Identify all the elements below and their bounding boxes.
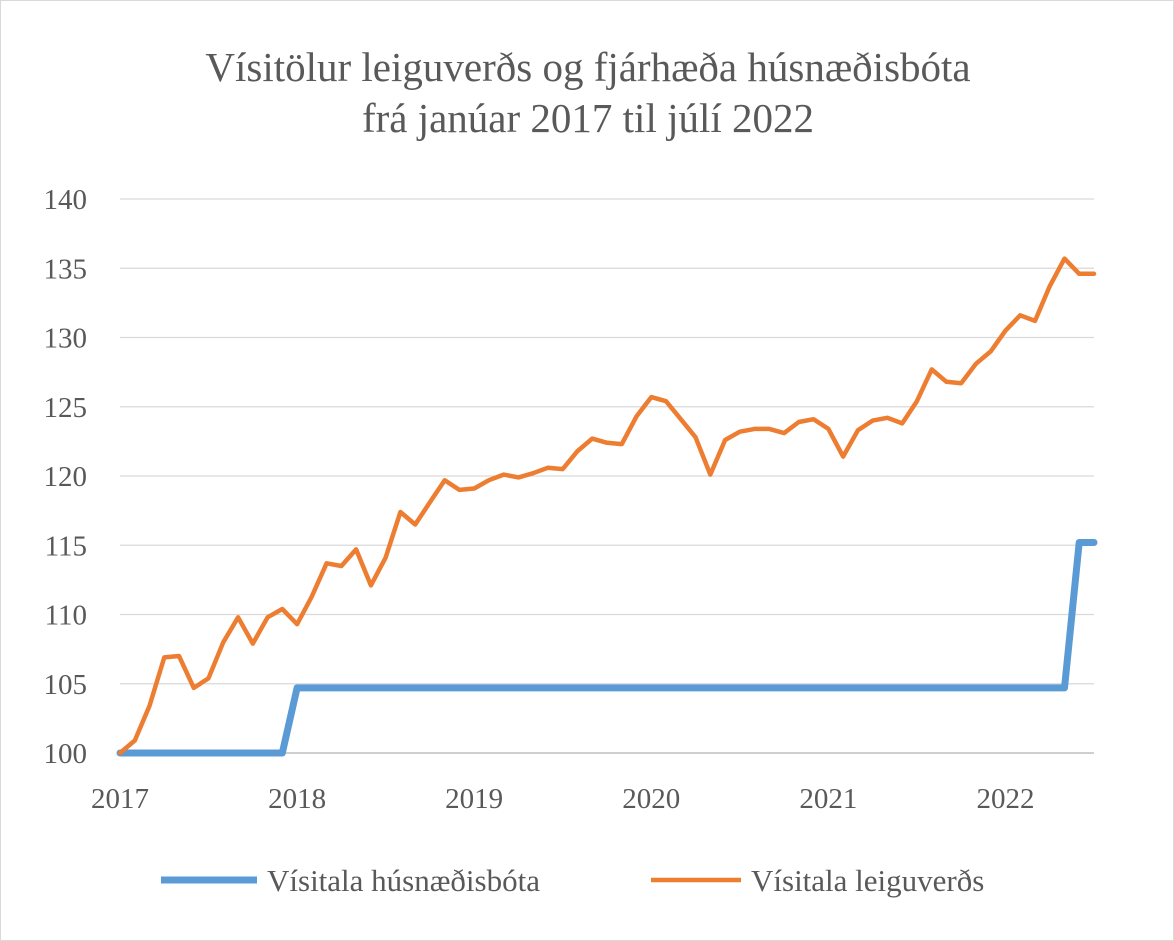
x-axis-ticks: 2017 2018 2019 2020 2021 2022 [91,783,1034,815]
series-lines [116,256,1098,757]
x-tick-label: 2018 [268,783,326,815]
y-axis-ticks: 100 105 110 115 120 125 130 135 140 [44,184,88,770]
y-tick-label: 135 [44,253,88,285]
legend-label-husnaedisbota: Vísitala húsnæðisbóta [267,863,540,898]
y-tick-label: 130 [44,323,88,355]
legend-label-leiguverds: Vísitala leiguverðs [751,863,984,898]
x-tick-label: 2017 [91,783,149,815]
y-tick-label: 110 [45,600,87,632]
y-tick-label: 115 [45,530,87,562]
y-tick-label: 140 [44,184,88,216]
y-tick-label: 100 [44,738,88,770]
gridlines [120,198,1094,754]
y-tick-label: 125 [44,392,88,424]
series-line-husnaedisbota [116,539,1098,757]
legend: Vísitala húsnæðisbóta Vísitala leiguverð… [161,863,984,898]
x-tick-label: 2021 [799,783,857,815]
y-tick-label: 120 [44,461,88,493]
y-tick-label: 105 [44,669,88,701]
x-tick-label: 2020 [622,783,680,815]
chart-title-line-2: frá janúar 2017 til júlí 2022 [362,95,814,141]
x-tick-label: 2022 [976,783,1034,815]
series-line-leiguverds [117,256,1097,756]
chart-title-line-1: Vísitölur leiguverðs og fjárhæða húsnæði… [205,44,970,90]
x-tick-label: 2019 [445,783,503,815]
